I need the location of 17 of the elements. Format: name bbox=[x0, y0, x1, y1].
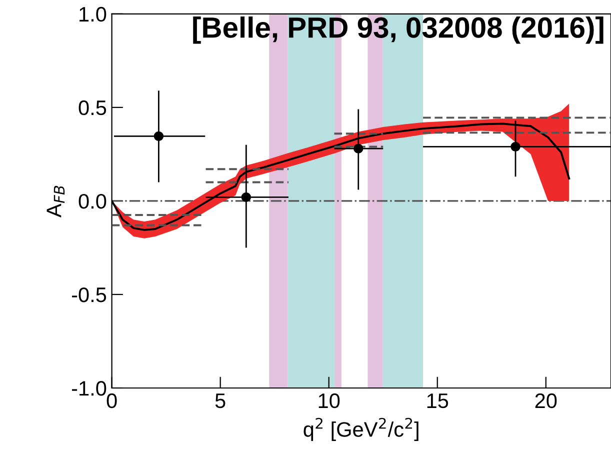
y-tick-label: -0.5 bbox=[72, 287, 106, 302]
point bbox=[241, 192, 252, 202]
x-axis-title: q$^{2}$ [GeV$^{2}$/c$^{2}$] bbox=[304, 418, 418, 441]
y-tick-label: -1.0 bbox=[72, 380, 106, 396]
x-tick-label: 0 bbox=[106, 393, 117, 408]
y-axis-title: A$_{FB}$ bbox=[46, 186, 65, 218]
y-tick-label: 0.5 bbox=[78, 100, 106, 116]
x-tick-label: 15 bbox=[427, 394, 448, 408]
x-tick-label: 20 bbox=[535, 393, 557, 408]
y-tick-label: 1.0 bbox=[80, 6, 106, 22]
point bbox=[510, 142, 520, 152]
x-tick-label: 5 bbox=[215, 394, 226, 408]
x-tick-label: 10 bbox=[318, 393, 340, 408]
y-tick-label: 0.0 bbox=[78, 194, 106, 209]
point bbox=[154, 131, 164, 142]
chart-title: [Belle, PRD 93, 032008 (2016)] bbox=[193, 16, 604, 44]
point bbox=[354, 144, 364, 154]
